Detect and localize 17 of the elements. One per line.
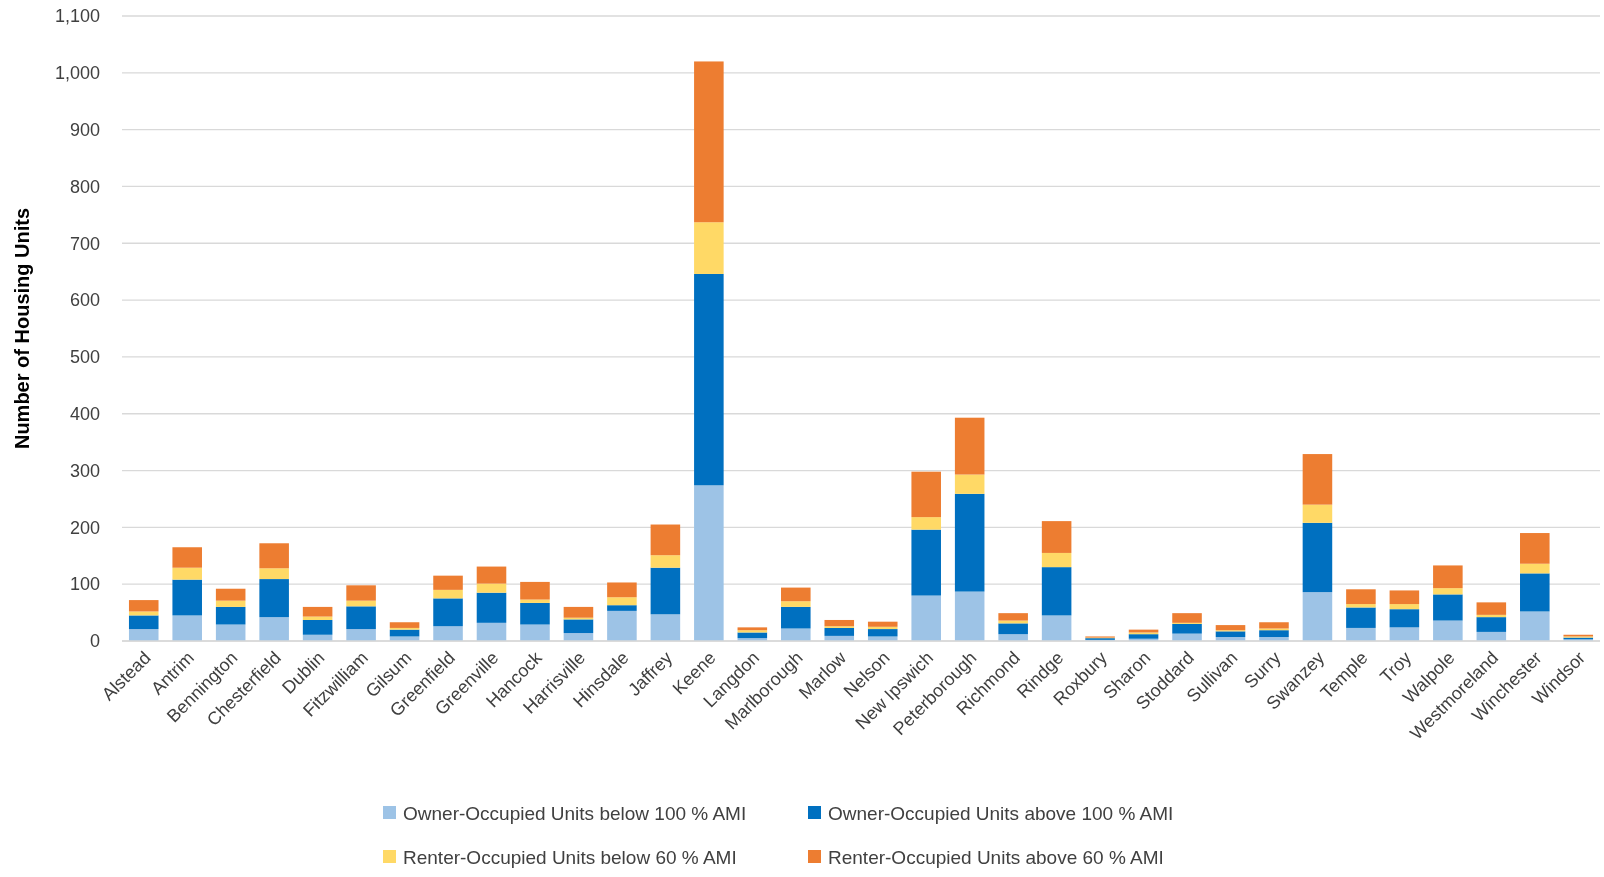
y-tick-label: 800 bbox=[69, 176, 100, 197]
y-tick-label: 700 bbox=[69, 233, 100, 254]
y-tick-label: 1,000 bbox=[54, 63, 100, 84]
y-tick-label: 300 bbox=[69, 460, 100, 481]
y-tick-label: 900 bbox=[69, 119, 100, 140]
legend-label: Renter-Occupied Units above 60 % AMI bbox=[828, 847, 1164, 868]
y-tick-label: 200 bbox=[69, 517, 100, 538]
y-tick-label: 500 bbox=[69, 347, 100, 368]
y-axis-title: Number of Housing Units bbox=[11, 207, 33, 450]
legend-label: Owner-Occupied Units below 100 % AMI bbox=[403, 803, 747, 824]
y-tick-label: 400 bbox=[69, 403, 100, 424]
legend-label: Owner-Occupied Units above 100 % AMI bbox=[828, 803, 1174, 824]
y-tick-label: 600 bbox=[69, 290, 100, 311]
y-tick-label: 1,100 bbox=[54, 6, 100, 27]
y-tick-label: 0 bbox=[89, 631, 100, 652]
y-tick-label: 100 bbox=[69, 574, 100, 595]
legend-label: Renter-Occupied Units below 60 % AMI bbox=[403, 847, 737, 868]
